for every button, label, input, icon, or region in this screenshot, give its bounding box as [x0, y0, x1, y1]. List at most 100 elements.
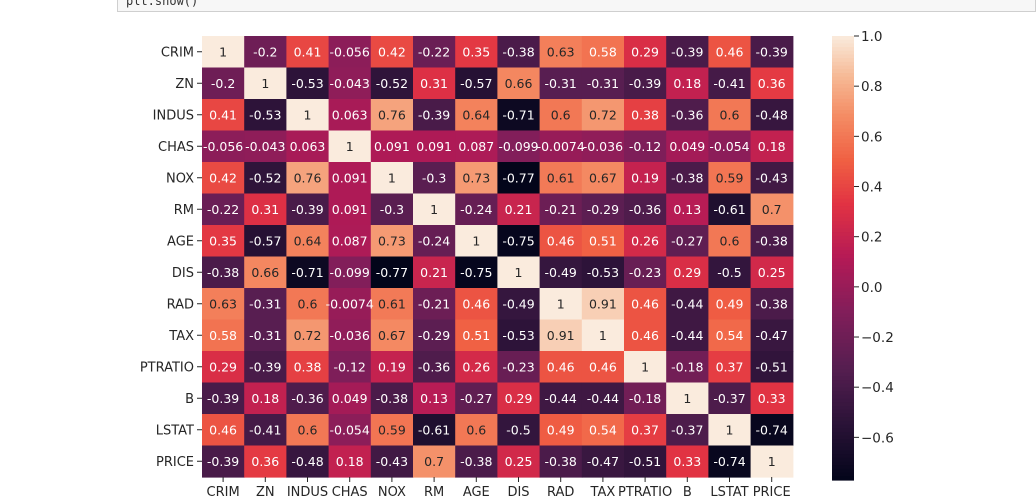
colorbar-segment	[832, 417, 854, 422]
colorbar-tick-label: 1.0	[861, 29, 882, 45]
colorbar-segment	[832, 154, 854, 159]
cell-value-label: -0.5	[506, 422, 530, 437]
colorbar-segment	[832, 113, 854, 118]
cell-value-label: 0.29	[631, 44, 659, 59]
cell-value-label: 0.25	[758, 265, 786, 280]
heatmap-cell	[413, 382, 456, 415]
heatmap-cell	[624, 36, 667, 69]
cell-value-label: -0.31	[587, 76, 619, 91]
heatmap-cell	[413, 36, 456, 69]
colorbar-segment	[832, 431, 854, 437]
heatmap-cell	[497, 193, 541, 226]
colorbar-segment	[832, 128, 854, 133]
cell-value-label: 0.42	[378, 44, 406, 59]
heatmap-cell	[244, 319, 287, 352]
heatmap-cell	[370, 319, 414, 352]
heatmap-cell	[581, 67, 625, 100]
heatmap-cell	[328, 445, 372, 478]
cell-value-label: -0.18	[629, 391, 661, 406]
cell-value-label: -0.52	[376, 76, 408, 91]
cell-value-label: 0.091	[416, 139, 452, 154]
colorbar-segment	[832, 424, 854, 429]
heatmap-cell	[539, 193, 583, 226]
cell-value-label: 0.76	[378, 107, 406, 122]
colorbar-segment	[832, 335, 854, 340]
colorbar-segment	[832, 121, 854, 126]
heatmap-cell	[708, 130, 752, 163]
cell-value-label: -0.27	[460, 391, 492, 406]
x-tick-label: NOX	[378, 485, 406, 500]
heatmap-cell	[455, 193, 498, 226]
y-axis: CRIM ZN INDUS CHAS NOX RM AGE DIS RAD TAX PTRATIO B…	[140, 45, 202, 470]
heatmap-cell	[244, 445, 287, 478]
heatmap-cell	[624, 382, 667, 415]
cell-value-label: -0.44	[671, 328, 703, 343]
colorbar-segment	[832, 84, 854, 89]
heatmap-cell	[370, 256, 414, 289]
cell-value-label: -0.2	[253, 44, 277, 59]
y-tick-label: INDUS	[153, 108, 194, 123]
heatmap-cell	[750, 99, 794, 132]
x-tick-label: LSTAT	[710, 485, 748, 500]
colorbar-segment	[832, 376, 854, 381]
heatmap-cell	[202, 225, 245, 258]
colorbar-segment	[832, 176, 854, 181]
cell-value-label: -0.043	[330, 76, 370, 91]
cell-value-label: 1	[515, 265, 523, 280]
cell-value-label: -0.51	[756, 359, 788, 374]
heatmap-cell	[750, 67, 794, 100]
cell-value-label: -0.21	[418, 296, 450, 311]
colorbar-segment	[832, 110, 854, 115]
cell-value-label: 1	[472, 233, 480, 248]
cell-value-label: 1	[388, 170, 396, 185]
heatmap-cell	[244, 382, 287, 415]
x-tick-label: CRIM	[207, 485, 240, 500]
cell-value-label: -0.38	[756, 233, 788, 248]
colorbar-segment	[832, 69, 854, 74]
cell-value-label: 0.51	[589, 233, 617, 248]
heatmap-cell	[708, 382, 752, 415]
heatmap-cell	[750, 256, 794, 289]
colorbar-segment	[832, 457, 854, 463]
heatmap-cell	[497, 225, 541, 258]
heatmap-cell	[666, 319, 709, 352]
cell-value-label: -0.44	[671, 296, 703, 311]
heatmap-cell	[624, 130, 667, 163]
cell-value-label: 0.18	[758, 139, 786, 154]
cell-value-label: -0.48	[291, 454, 323, 469]
heatmap-cell	[624, 288, 667, 321]
colorbar-segment	[832, 443, 854, 448]
cell-value-label: -0.39	[207, 454, 239, 469]
heatmap-cell	[539, 256, 583, 289]
cell-value-label: 1	[346, 139, 354, 154]
heatmap-cell	[750, 445, 794, 478]
y-tick-label: CHAS	[158, 140, 194, 155]
colorbar-segment	[832, 369, 854, 374]
colorbar-segment	[832, 195, 854, 200]
heatmap-cell	[202, 36, 245, 69]
heatmap-cell	[497, 414, 541, 447]
heatmap-cell	[455, 162, 498, 195]
heatmap-cell	[202, 382, 245, 415]
colorbar-segment	[832, 117, 854, 122]
cell-value-label: -0.49	[502, 296, 534, 311]
colorbar-segment	[832, 387, 854, 392]
heatmap-cell	[750, 319, 794, 352]
cell-value-label: 0.21	[505, 202, 533, 217]
y-tick-label: B	[185, 392, 194, 407]
x-tick-label: PTRATIO	[618, 485, 672, 500]
heatmap-cell	[708, 67, 752, 100]
colorbar-segment	[832, 206, 854, 211]
colorbar-segment	[832, 235, 854, 241]
heatmap-cells	[202, 36, 794, 478]
heatmap-cell	[666, 162, 709, 195]
colorbar-segment	[832, 276, 854, 281]
heatmap-cell	[708, 36, 752, 69]
heatmap-cell	[539, 382, 583, 415]
cell-value-label: -0.36	[629, 202, 661, 217]
colorbar-tick-label: 0.0	[861, 280, 882, 296]
heatmap-cell	[413, 225, 456, 258]
colorbar-segment	[832, 476, 854, 481]
x-tick-label: TAX	[590, 485, 616, 500]
heatmap-cell	[539, 445, 583, 478]
